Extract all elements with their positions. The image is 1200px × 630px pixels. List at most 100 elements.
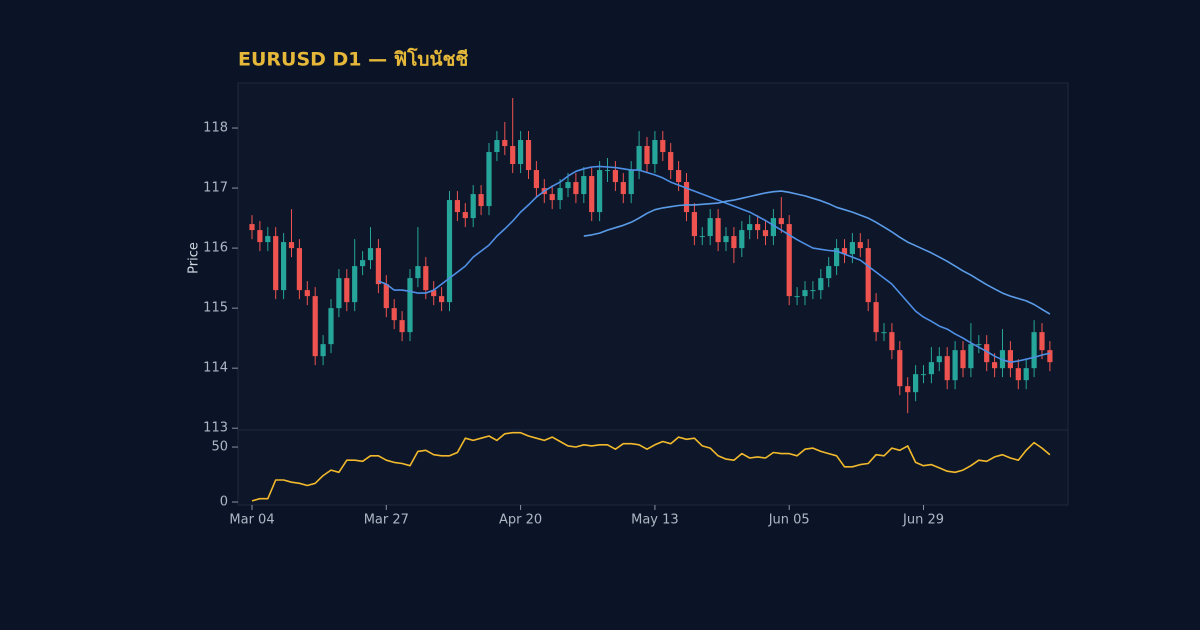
candle-body xyxy=(502,140,508,147)
candle-body xyxy=(668,152,674,171)
candle-body xyxy=(486,152,492,207)
candle-body xyxy=(1039,332,1045,351)
candle-body xyxy=(936,356,942,363)
candle-body xyxy=(604,170,611,172)
candle-body xyxy=(281,242,287,291)
candle-body xyxy=(841,248,848,255)
y-tick-label: 114 xyxy=(203,361,228,376)
x-tick-label: Apr 20 xyxy=(499,513,542,528)
candle-body xyxy=(976,344,982,346)
candle-body xyxy=(336,278,342,309)
candle-body xyxy=(644,146,650,165)
candle-body xyxy=(273,236,279,291)
candle-body xyxy=(494,140,500,153)
y-tick-label: 117 xyxy=(203,181,228,196)
candle-body xyxy=(557,188,563,201)
candle-body xyxy=(905,386,911,393)
candle-body xyxy=(1047,350,1053,363)
candle-body xyxy=(265,236,271,243)
candle-body xyxy=(320,344,326,357)
candle-body xyxy=(352,266,358,303)
candle-body xyxy=(454,200,460,213)
candle-body xyxy=(257,230,263,243)
candle-body xyxy=(597,170,603,213)
candle-body xyxy=(826,266,832,279)
series-line xyxy=(378,165,1051,363)
candle-body xyxy=(802,290,808,297)
y-tick-label: 118 xyxy=(203,121,228,136)
candle-body xyxy=(636,146,642,171)
candle-body xyxy=(589,176,595,213)
candle-body xyxy=(881,332,887,334)
candle-body xyxy=(1031,332,1037,369)
candle-body xyxy=(652,140,658,165)
candle-body xyxy=(952,350,958,381)
candle-body xyxy=(288,242,295,249)
candle-body xyxy=(581,176,587,195)
candle-body xyxy=(913,374,919,393)
candle-body xyxy=(249,224,255,231)
candle-body xyxy=(1007,350,1013,369)
x-tick-label: Jun 29 xyxy=(902,513,944,528)
candle-body xyxy=(446,200,453,303)
candle-body xyxy=(920,374,927,376)
candle-body xyxy=(470,194,476,219)
candle-body xyxy=(1023,368,1029,381)
candle-body xyxy=(834,248,840,267)
candle-body xyxy=(849,242,855,255)
candle-body xyxy=(573,182,579,195)
candle-body xyxy=(699,236,705,238)
candle-body xyxy=(1015,368,1021,381)
candle-body xyxy=(391,308,397,321)
candle-body xyxy=(367,248,374,261)
candle-body xyxy=(423,266,429,291)
candle-body xyxy=(992,362,998,369)
candle-body xyxy=(928,362,934,375)
candle-body xyxy=(344,278,350,303)
candle-body xyxy=(525,140,532,171)
candle-body xyxy=(510,146,516,165)
candle-body xyxy=(747,224,753,231)
candle-body xyxy=(865,248,871,303)
candle-body xyxy=(549,194,555,201)
candle-body xyxy=(968,344,974,369)
candle-body xyxy=(984,344,990,363)
y-tick-label: 50 xyxy=(211,440,228,455)
candle-body xyxy=(770,218,776,237)
candle-body xyxy=(715,218,721,243)
x-tick-label: Jun 05 xyxy=(768,513,810,528)
candle-body xyxy=(778,218,784,225)
candle-body xyxy=(739,230,745,249)
y-axis-label: Price xyxy=(187,242,202,274)
candle-body xyxy=(762,230,769,237)
candle-body xyxy=(755,224,761,231)
candle-body xyxy=(304,290,310,297)
candle-body xyxy=(612,170,618,183)
candle-body xyxy=(810,290,816,292)
candle-body xyxy=(312,296,318,357)
candle-body xyxy=(794,296,800,298)
y-tick-label: 115 xyxy=(203,301,228,316)
x-tick-label: May 13 xyxy=(631,513,679,528)
candle-body xyxy=(415,266,421,279)
candle-body xyxy=(660,140,666,153)
y-tick-label: 113 xyxy=(203,421,228,436)
candle-body xyxy=(628,170,634,195)
series-line xyxy=(583,190,1051,315)
candle-body xyxy=(462,212,468,219)
candle-body xyxy=(478,194,484,207)
candle-body xyxy=(960,350,966,369)
x-tick-label: Mar 04 xyxy=(229,513,274,528)
candle-body xyxy=(897,350,903,387)
candle-body xyxy=(439,296,445,303)
candle-body xyxy=(723,236,729,243)
candle-body xyxy=(431,290,437,297)
candle-body xyxy=(565,182,571,189)
candle-body xyxy=(818,278,824,291)
y-tick-label: 116 xyxy=(203,241,228,256)
candle-body xyxy=(873,302,879,333)
candle-body xyxy=(620,182,626,195)
candle-body xyxy=(731,236,737,249)
